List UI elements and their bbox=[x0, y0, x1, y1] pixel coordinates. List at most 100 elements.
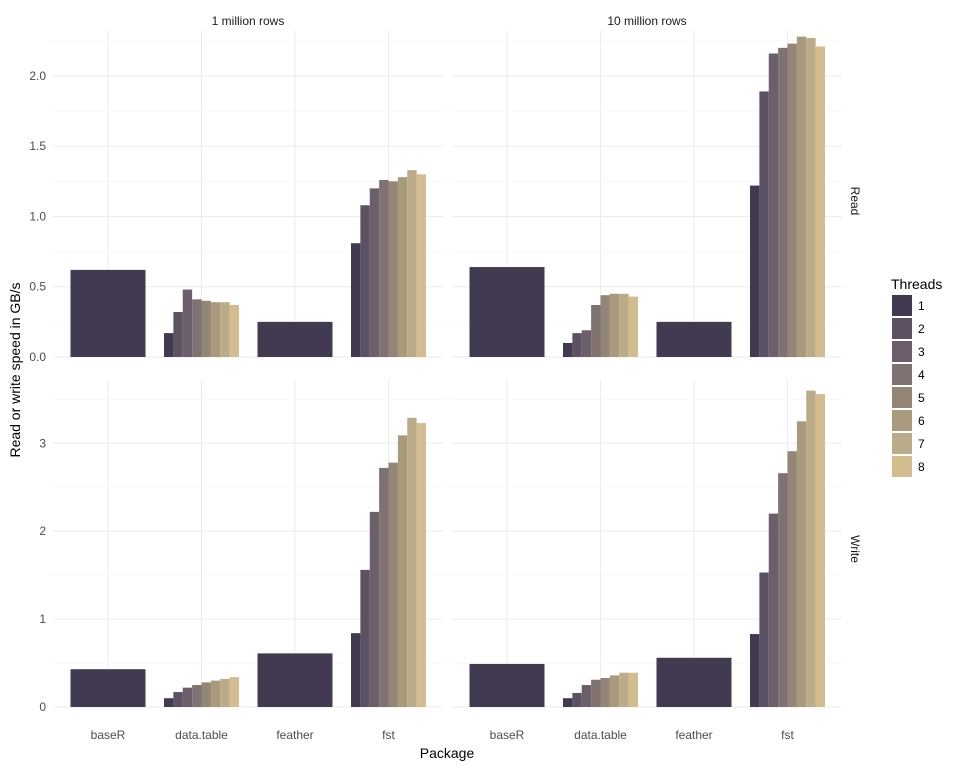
legend-label-7: 7 bbox=[918, 437, 925, 451]
y-tick-label: 2 bbox=[39, 524, 46, 538]
y-tick-label: 1.0 bbox=[29, 209, 46, 223]
bar-fst-threads-7 bbox=[806, 38, 816, 357]
bar-fst-threads-8 bbox=[416, 423, 426, 707]
bar-baseR-threads-1 bbox=[70, 669, 146, 707]
bar-data.table-threads-7 bbox=[619, 672, 629, 707]
legend-swatch-1 bbox=[892, 295, 912, 316]
bar-data.table-threads-8 bbox=[229, 677, 239, 707]
legend-swatch-2 bbox=[892, 318, 912, 339]
panel-r1-c1 bbox=[452, 380, 842, 708]
bar-fst-threads-1 bbox=[351, 633, 361, 707]
x-tick-label-data.table: data.table bbox=[175, 728, 228, 742]
bar-data.table-threads-6 bbox=[210, 680, 221, 707]
panel-r1-c0 bbox=[53, 380, 443, 708]
bar-data.table-threads-5 bbox=[201, 682, 211, 707]
bar-data.table-threads-8 bbox=[628, 296, 638, 357]
bar-fst-threads-4 bbox=[379, 179, 389, 357]
facet-title-row-write: Write bbox=[848, 535, 862, 563]
bar-feather-threads-1 bbox=[656, 657, 732, 707]
chart-panels bbox=[53, 31, 842, 708]
bar-fst-threads-8 bbox=[416, 174, 426, 357]
legend-swatch-6 bbox=[892, 410, 912, 431]
y-tick-label: 0.5 bbox=[29, 280, 46, 294]
bar-fst-threads-6 bbox=[796, 421, 807, 707]
y-tick-label: 3 bbox=[39, 436, 46, 450]
x-axis-tick-labels: baseR data.table feather fst baseR data.table… bbox=[91, 728, 795, 742]
bar-data.table-threads-7 bbox=[220, 302, 230, 357]
legend-label-3: 3 bbox=[918, 345, 925, 359]
bar-data.table-threads-8 bbox=[229, 305, 239, 357]
bar-data.table-threads-2 bbox=[173, 692, 183, 707]
bar-fst-threads-3 bbox=[369, 188, 380, 357]
bar-data.table-threads-4 bbox=[591, 679, 601, 707]
bar-fst-threads-4 bbox=[778, 47, 788, 358]
facet-title-col-2: 10 million rows bbox=[607, 14, 686, 28]
x-tick-label-feather: feather bbox=[675, 728, 712, 742]
bar-fst-threads-1 bbox=[750, 634, 760, 707]
bar-fst-threads-7 bbox=[407, 417, 417, 707]
facet-title-row-read: Read bbox=[848, 187, 862, 216]
y-tick-label: 2.0 bbox=[29, 69, 46, 83]
bar-data.table-threads-6 bbox=[210, 302, 221, 357]
legend-label-4: 4 bbox=[918, 368, 925, 382]
bar-data.table-threads-7 bbox=[220, 678, 230, 707]
legend-label-6: 6 bbox=[918, 414, 925, 428]
bar-fst-threads-3 bbox=[768, 513, 779, 707]
y-tick-label: 0.0 bbox=[29, 350, 46, 364]
legend: Threads 1 2 3 4 5 6 7 8 bbox=[891, 276, 942, 477]
bar-fst-threads-6 bbox=[397, 435, 408, 707]
x-tick-label-feather: feather bbox=[276, 728, 313, 742]
bar-data.table-threads-3 bbox=[182, 289, 193, 357]
legend-swatch-5 bbox=[892, 387, 912, 408]
bar-fst-threads-6 bbox=[397, 177, 408, 357]
bar-fst-threads-1 bbox=[351, 243, 361, 357]
bar-data.table-threads-4 bbox=[192, 685, 202, 707]
x-tick-label-baseR: baseR bbox=[91, 728, 126, 742]
bar-data.table-threads-3 bbox=[581, 685, 592, 707]
legend-swatch-8 bbox=[892, 456, 912, 477]
bar-data.table-threads-1 bbox=[563, 698, 573, 707]
legend-items: 1 2 3 4 5 6 7 8 bbox=[892, 295, 925, 477]
y-axis-tick-labels: 0.0 0.5 1.0 1.5 2.0 0 1 2 3 bbox=[29, 69, 46, 714]
legend-swatch-4 bbox=[892, 364, 912, 385]
bar-data.table-threads-3 bbox=[182, 687, 193, 707]
bar-data.table-threads-5 bbox=[201, 300, 211, 357]
bar-fst-threads-2 bbox=[360, 205, 370, 357]
bar-feather-threads-1 bbox=[656, 321, 732, 357]
bar-data.table-threads-3 bbox=[581, 330, 592, 357]
bar-fst-threads-3 bbox=[369, 511, 380, 707]
bar-fst-threads-2 bbox=[759, 572, 769, 707]
bar-fst-threads-4 bbox=[379, 467, 389, 707]
legend-swatch-7 bbox=[892, 433, 912, 454]
facet-title-col-1: 1 million rows bbox=[212, 14, 285, 28]
legend-label-2: 2 bbox=[918, 322, 925, 336]
y-axis-title: Read or write speed in GB/s bbox=[7, 282, 23, 457]
x-tick-label-data.table: data.table bbox=[574, 728, 627, 742]
x-tick-label-fst: fst bbox=[382, 728, 395, 742]
bar-data.table-threads-2 bbox=[572, 333, 582, 357]
legend-title: Threads bbox=[891, 276, 942, 292]
bar-data.table-threads-6 bbox=[609, 675, 620, 707]
bar-feather-threads-1 bbox=[257, 653, 333, 707]
legend-swatch-3 bbox=[892, 341, 912, 362]
x-axis-title: Package bbox=[420, 745, 475, 761]
bar-baseR-threads-1 bbox=[469, 267, 545, 357]
legend-label-5: 5 bbox=[918, 391, 925, 405]
bar-data.table-threads-5 bbox=[600, 295, 610, 357]
bar-fst-threads-2 bbox=[759, 91, 769, 357]
bar-data.table-threads-1 bbox=[164, 698, 174, 707]
bar-baseR-threads-1 bbox=[70, 269, 146, 357]
bar-fst-threads-8 bbox=[815, 46, 825, 357]
bar-fst-threads-2 bbox=[360, 569, 370, 707]
bar-data.table-threads-2 bbox=[173, 312, 183, 357]
bar-data.table-threads-1 bbox=[563, 342, 573, 357]
bar-fst-threads-5 bbox=[787, 43, 797, 358]
bar-fst-threads-3 bbox=[768, 53, 779, 357]
y-tick-label: 1 bbox=[39, 612, 46, 626]
x-tick-label-baseR: baseR bbox=[490, 728, 525, 742]
y-tick-label: 0 bbox=[39, 700, 46, 714]
legend-label-1: 1 bbox=[918, 299, 925, 313]
bar-fst-threads-5 bbox=[388, 462, 398, 707]
bar-data.table-threads-2 bbox=[572, 692, 582, 707]
panel-r0-c0 bbox=[53, 31, 443, 358]
